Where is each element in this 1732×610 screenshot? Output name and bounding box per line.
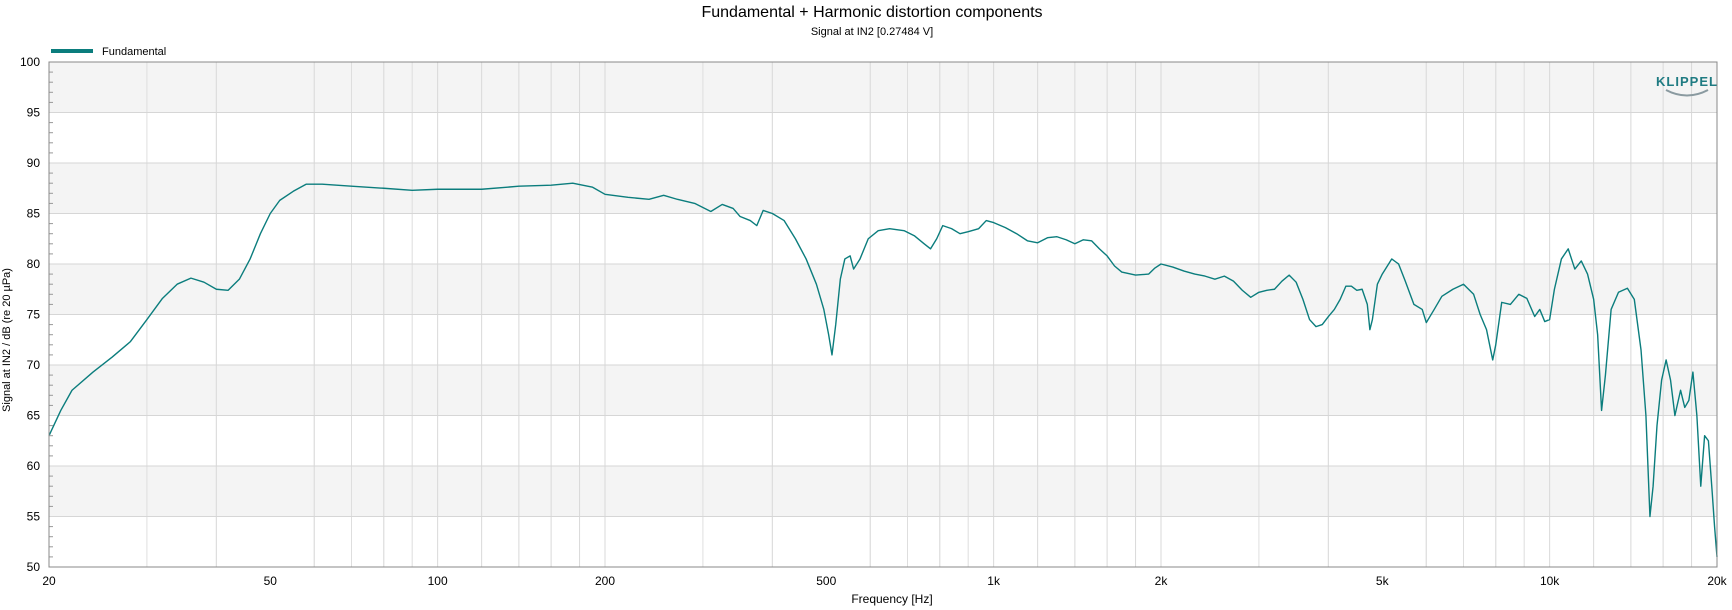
x-tick-label: 200: [595, 574, 615, 588]
legend-label-fundamental[interactable]: Fundamental: [102, 46, 166, 58]
x-tick-label: 50: [264, 574, 278, 588]
x-tick-label: 20k: [1707, 574, 1727, 588]
series-layer: [48, 182, 1718, 557]
y-tick-label: 85: [27, 207, 41, 221]
y-tick-label: 70: [27, 358, 41, 372]
x-tick-label: 20: [42, 574, 56, 588]
plot-band: [49, 466, 1717, 517]
plot-band: [49, 163, 1717, 214]
y-tick-label: 100: [20, 55, 40, 69]
x-tick-label: 5k: [1376, 574, 1390, 588]
y-tick-label: 60: [27, 459, 41, 473]
chart-title: Fundamental + Harmonic distortion compon…: [701, 4, 1042, 21]
y-tick-label: 80: [27, 257, 41, 271]
x-tick-label: 2k: [1155, 574, 1169, 588]
y-tick-label: 95: [27, 106, 41, 120]
y-tick-label: 75: [27, 308, 41, 322]
y-tick-label: 90: [27, 156, 41, 170]
plot-band: [49, 264, 1717, 315]
x-tick-label: 100: [428, 574, 448, 588]
logo-arc: [1665, 89, 1709, 97]
logo-text: KLIPPEL: [1656, 74, 1718, 89]
klippel-logo: KLIPPEL: [1656, 74, 1718, 97]
x-tick-label: 10k: [1540, 574, 1560, 588]
y-axis-label: Signal at IN2 / dB (re 20 µPa): [1, 268, 13, 412]
x-axis-label: Frequency [Hz]: [851, 592, 932, 606]
plot-band: [49, 365, 1717, 416]
y-tick-label: 65: [27, 409, 41, 423]
y-tick-label: 55: [27, 510, 41, 524]
chart-subtitle: Signal at IN2 [0.27484 V]: [811, 26, 933, 38]
x-tick-label: 500: [816, 574, 836, 588]
y-tick-label: 50: [27, 560, 41, 574]
x-tick-label: 1k: [987, 574, 1001, 588]
plot-band: [49, 62, 1717, 113]
plot-border: [48, 61, 1718, 568]
series-line-fundamental: [48, 182, 1718, 557]
